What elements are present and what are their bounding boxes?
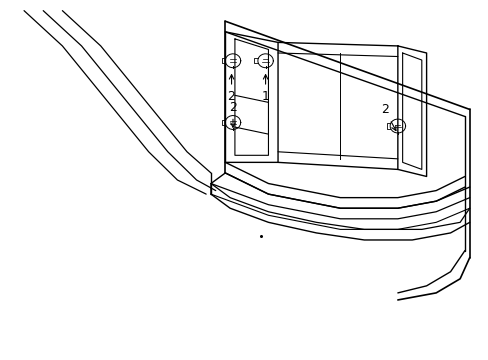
Text: 2: 2 <box>380 103 395 131</box>
Text: 2: 2 <box>227 75 235 103</box>
Text: 2: 2 <box>228 101 237 127</box>
Text: 1: 1 <box>261 75 269 103</box>
